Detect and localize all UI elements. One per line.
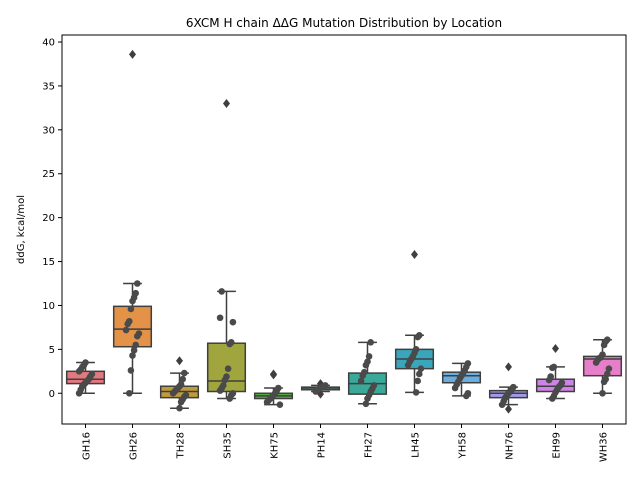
data-point	[414, 377, 422, 385]
data-point	[132, 341, 139, 349]
data-point	[127, 305, 135, 313]
data-point	[126, 389, 133, 397]
y-axis: 0 5 10 15 20 25 30 35 40	[42, 34, 627, 425]
data-point	[176, 404, 183, 412]
data-point	[218, 288, 225, 295]
x-tick-label: TH28	[176, 432, 187, 459]
data-point	[88, 370, 96, 378]
y-tick-label: 30	[42, 125, 55, 136]
data-point	[604, 336, 611, 344]
data-point	[367, 339, 375, 346]
plot-frame	[61, 34, 627, 425]
data-point	[322, 382, 329, 389]
data-point	[130, 346, 138, 354]
data-point	[135, 330, 143, 337]
data-point	[220, 382, 227, 389]
data-point	[547, 373, 554, 380]
data-point	[364, 358, 371, 365]
data-point	[216, 314, 224, 322]
y-tick-label: 20	[42, 213, 55, 224]
data-point	[132, 289, 139, 297]
y-tick-label: 15	[42, 257, 55, 268]
plot-area	[65, 49, 623, 414]
data-point	[365, 353, 373, 360]
data-point	[550, 363, 558, 371]
data-point	[276, 401, 284, 408]
box-GH26	[112, 49, 153, 395]
data-point	[82, 359, 89, 366]
x-tick-label: LH45	[411, 432, 422, 458]
outlier-marker	[505, 362, 512, 372]
y-tick-label: 5	[49, 345, 55, 356]
data-point	[599, 389, 606, 397]
data-point	[129, 352, 136, 359]
data-point	[275, 384, 282, 392]
x-tick-label: PH14	[317, 432, 328, 458]
data-point	[412, 346, 420, 353]
data-point	[362, 400, 370, 408]
y-tick-label: 35	[42, 81, 55, 92]
data-point	[229, 389, 237, 397]
chart-title: 6XCM H chain ΔΔG Mutation Distribution b…	[186, 16, 502, 30]
data-point	[464, 360, 472, 367]
data-point	[122, 326, 130, 334]
x-tick-label: FH27	[364, 432, 375, 458]
y-tick-label: 25	[42, 169, 55, 180]
y-tick-label: 0	[49, 389, 55, 400]
data-point	[510, 383, 517, 391]
x-tick-label: WH36	[599, 432, 610, 462]
y-tick-label: 40	[42, 38, 55, 49]
outlier-marker	[223, 98, 230, 108]
data-point	[605, 365, 613, 372]
outlier-marker	[270, 369, 277, 379]
y-tick-label: 10	[42, 301, 55, 312]
x-tick-label: SH35	[223, 432, 234, 459]
data-point	[228, 339, 235, 346]
data-point	[179, 375, 186, 383]
x-tick-label: KH75	[270, 432, 281, 459]
data-point	[357, 377, 365, 385]
x-tick-label: EH99	[552, 432, 563, 459]
outlier-marker	[411, 250, 418, 260]
x-tick-label: GH16	[82, 432, 93, 460]
x-tick-label: YH58	[458, 432, 469, 459]
outlier-marker	[129, 49, 136, 59]
data-point	[464, 389, 472, 397]
data-point	[361, 368, 368, 376]
data-point	[127, 367, 135, 374]
data-point	[558, 379, 566, 387]
data-point	[417, 365, 425, 372]
data-point	[224, 365, 232, 372]
data-point	[134, 280, 141, 287]
data-point	[416, 332, 423, 339]
data-point	[177, 381, 185, 388]
outlier-marker	[176, 356, 183, 366]
box-body	[112, 305, 153, 348]
data-point	[416, 370, 423, 378]
box-NH76	[488, 362, 529, 414]
x-tick-label: GH26	[129, 432, 140, 460]
data-point	[599, 351, 606, 358]
box-LH45	[394, 250, 435, 394]
x-axis: GH16 GH26 TH28 SH35 KH75 PH14 FH27 LH45 YH58 NH76…	[82, 424, 610, 462]
y-axis-label: ddG, kcal/mol	[16, 195, 27, 264]
outlier-marker	[505, 404, 512, 414]
x-tick-label: NH76	[505, 432, 516, 460]
data-point	[604, 370, 611, 378]
data-point	[223, 373, 230, 380]
data-point	[126, 317, 133, 325]
data-point	[229, 318, 237, 326]
data-point	[370, 382, 378, 389]
outlier-marker	[552, 343, 559, 353]
data-point	[181, 369, 188, 377]
box-SH35	[206, 98, 247, 400]
data-point	[412, 389, 420, 396]
data-point	[602, 375, 609, 383]
data-point	[182, 391, 190, 399]
